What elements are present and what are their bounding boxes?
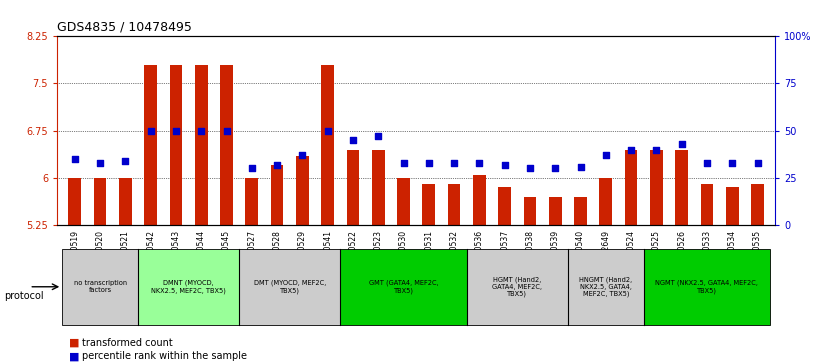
Bar [644,249,770,325]
Point [447,160,460,166]
Text: protocol: protocol [4,291,44,301]
Text: HGMT (Hand2,
GATA4, MEF2C,
TBX5): HGMT (Hand2, GATA4, MEF2C, TBX5) [492,276,543,297]
Point [372,134,385,139]
Point [296,152,309,158]
Bar [138,249,239,325]
Text: HNGMT (Hand2,
NKX2.5, GATA4,
MEF2C, TBX5): HNGMT (Hand2, NKX2.5, GATA4, MEF2C, TBX5… [579,276,632,297]
Point [624,147,637,152]
Point [119,158,132,164]
Bar [524,197,536,225]
Bar [94,178,106,225]
Point [574,164,587,170]
Bar [726,187,738,225]
Bar [322,65,334,225]
Point [725,160,738,166]
Point [144,128,157,134]
Point [94,160,107,166]
Bar [170,65,182,225]
Bar [625,150,637,225]
Bar [423,184,435,225]
Point [69,156,82,162]
Point [599,152,612,158]
Bar [347,150,359,225]
Point [322,128,335,134]
Point [246,166,259,171]
Text: GDS4835 / 10478495: GDS4835 / 10478495 [57,21,192,34]
Text: NGMT (NKX2.5, GATA4, MEF2C,
TBX5): NGMT (NKX2.5, GATA4, MEF2C, TBX5) [655,280,758,294]
Point [650,147,663,152]
Text: no transcription
factors: no transcription factors [73,280,126,293]
Text: DMNT (MYOCD,
NKX2.5, MEF2C, TBX5): DMNT (MYOCD, NKX2.5, MEF2C, TBX5) [151,280,226,294]
Point [675,141,688,147]
Bar [676,150,688,225]
Bar [246,178,258,225]
Point [397,160,410,166]
Point [347,137,360,143]
Bar [752,184,764,225]
Point [170,128,183,134]
Bar [467,249,568,325]
Point [195,128,208,134]
Text: transformed count: transformed count [82,338,172,348]
Point [498,162,511,168]
Point [700,160,713,166]
Bar [499,187,511,225]
Bar [650,150,663,225]
Bar [296,156,308,225]
Bar [473,175,486,225]
Point [523,166,536,171]
Bar [448,184,460,225]
Point [548,166,561,171]
Text: ■: ■ [69,338,80,348]
Bar [574,197,587,225]
Bar [144,65,157,225]
Text: percentile rank within the sample: percentile rank within the sample [82,351,246,362]
Bar [195,65,207,225]
Bar [372,150,384,225]
Text: GMT (GATA4, MEF2C,
TBX5): GMT (GATA4, MEF2C, TBX5) [369,280,438,294]
Bar [340,249,467,325]
Point [271,162,284,168]
Bar [701,184,713,225]
Bar [239,249,340,325]
Bar [397,178,410,225]
Text: ■: ■ [69,351,80,362]
Point [422,160,435,166]
Point [472,160,486,166]
Bar [600,178,612,225]
Bar [549,197,561,225]
Bar [62,249,138,325]
Point [220,128,233,134]
Bar [69,178,81,225]
Text: DMT (MYOCD, MEF2C,
TBX5): DMT (MYOCD, MEF2C, TBX5) [254,280,326,294]
Bar [220,65,233,225]
Bar [568,249,644,325]
Bar [119,178,131,225]
Point [751,160,764,166]
Bar [271,165,283,225]
